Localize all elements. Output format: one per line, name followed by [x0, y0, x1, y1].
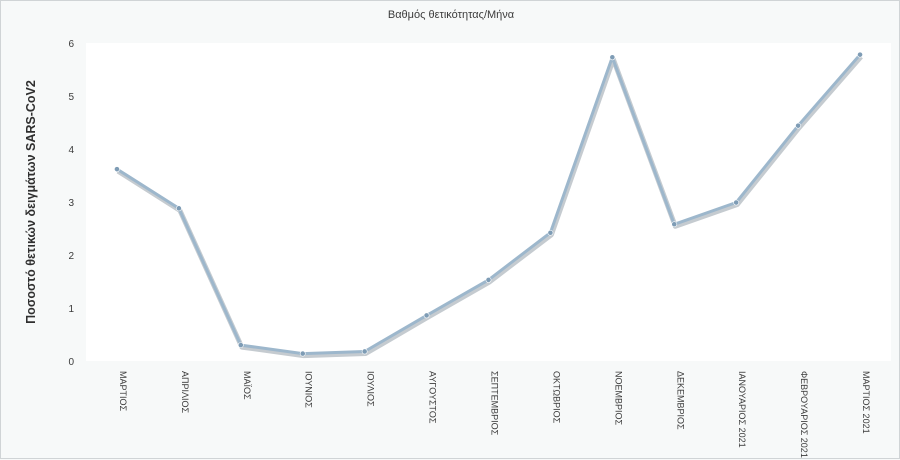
x-tick-label: ΝΟΕΜΒΡΙΟΣ: [613, 371, 623, 426]
x-tick-label: ΜΑΡΤΙΟΣ 2021: [861, 371, 871, 434]
x-tick-label: ΑΠΡΙΛΙΟΣ: [180, 371, 190, 414]
data-point[interactable]: [857, 51, 863, 58]
data-point[interactable]: [733, 199, 740, 206]
chart-title: Βαθμός θετικότητας/Μήνα: [388, 9, 515, 21]
x-tick-label: ΔΕΚΕΜΒΡΙΟΣ: [675, 371, 685, 430]
data-point[interactable]: [423, 312, 430, 319]
data-point[interactable]: [485, 277, 492, 283]
y-tick-label: 4: [68, 145, 74, 156]
y-tick-label: 6: [68, 39, 74, 50]
data-point[interactable]: [795, 122, 802, 129]
x-tick-label: ΜΑΡΤΙΟΣ: [118, 371, 128, 412]
y-axis-label: Ποσοστό θετικών δειγμάτων SARS-CoV2: [24, 80, 38, 324]
x-axis-ticks: ΜΑΡΤΙΟΣ ΑΠΡΙΛΙΟΣ ΜΑΪΟΣ ΙΟΥΝΙΟΣ ΙΟΥΛΙΟΣ ΑΥΓΟΥΣ…: [118, 371, 871, 458]
x-tick-label: ΟΚΤΩΒΡΙΟΣ: [551, 371, 561, 424]
data-point[interactable]: [299, 350, 306, 357]
x-tick-label: ΦΕΒΡΟΥΑΡΙΟΣ 2021: [799, 371, 809, 458]
x-tick-label: ΙΟΥΛΙΟΣ: [366, 371, 376, 407]
x-tick-label: ΙΑΝΟΥΑΡΙΟΣ 2021: [737, 371, 747, 448]
data-point[interactable]: [547, 229, 554, 236]
data-point[interactable]: [609, 54, 616, 61]
y-tick-label: 3: [68, 198, 74, 209]
plot-area: [86, 43, 891, 361]
x-tick-label: ΣΕΠΤΕΜΒΡΙΟΣ: [490, 371, 500, 436]
y-tick-label: 1: [68, 304, 74, 315]
x-tick-label: ΑΥΓΟΥΣΤΟΣ: [428, 371, 438, 424]
series-group: [114, 51, 863, 359]
y-tick-label: 2: [68, 251, 74, 262]
data-point[interactable]: [114, 166, 120, 173]
data-point[interactable]: [361, 348, 368, 355]
x-tick-label: ΜΑΪΟΣ: [242, 371, 252, 400]
y-axis-ticks: 0 1 2 3 4 5 6: [68, 39, 74, 368]
data-point[interactable]: [175, 205, 182, 212]
x-tick-label: ΙΟΥΝΙΟΣ: [304, 371, 314, 408]
y-tick-label: 5: [68, 92, 74, 103]
data-point[interactable]: [671, 221, 678, 228]
y-tick-label: 0: [68, 357, 74, 368]
data-point[interactable]: [237, 342, 244, 348]
